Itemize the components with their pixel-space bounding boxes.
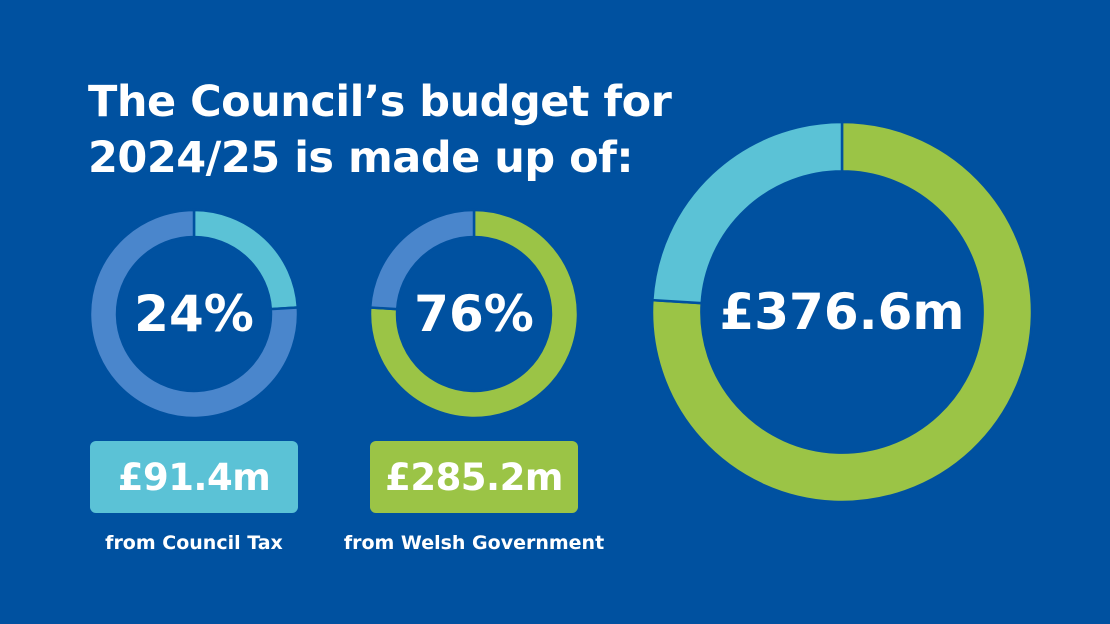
welsh-government-percent-label: 76% [414, 285, 534, 343]
title-line-2: 2024/25 is made up of: [88, 133, 634, 183]
council-tax-donut: 24% [88, 208, 300, 420]
welsh-government-amount-badge: £285.2m [370, 441, 578, 513]
donut-slices [650, 120, 1034, 504]
council-tax-amount: £91.4m [117, 455, 271, 499]
welsh-government-amount: £285.2m [385, 455, 563, 499]
donut-slice-council-tax [651, 120, 844, 305]
welsh-government-caption: from Welsh Government [343, 532, 605, 554]
donut-slice-welsh-government [650, 120, 1034, 504]
donut-slice-welsh-government [368, 208, 580, 420]
donut-slice-other [88, 208, 300, 420]
title-line-1: The Council’s budget for [88, 77, 672, 127]
welsh-government-donut: 76% [368, 208, 580, 420]
council-tax-caption: from Council Tax [105, 532, 283, 554]
donut-slices [368, 208, 580, 420]
donut-slices [88, 208, 300, 420]
page-title: The Council’s budget for 2024/25 is made… [88, 74, 672, 186]
total-budget-donut: £376.6m [650, 120, 1034, 504]
donut-slice-other [368, 208, 476, 311]
council-tax-amount-badge: £91.4m [90, 441, 298, 513]
total-budget-label: £376.6m [719, 283, 964, 341]
council-tax-percent-label: 24% [134, 285, 254, 343]
